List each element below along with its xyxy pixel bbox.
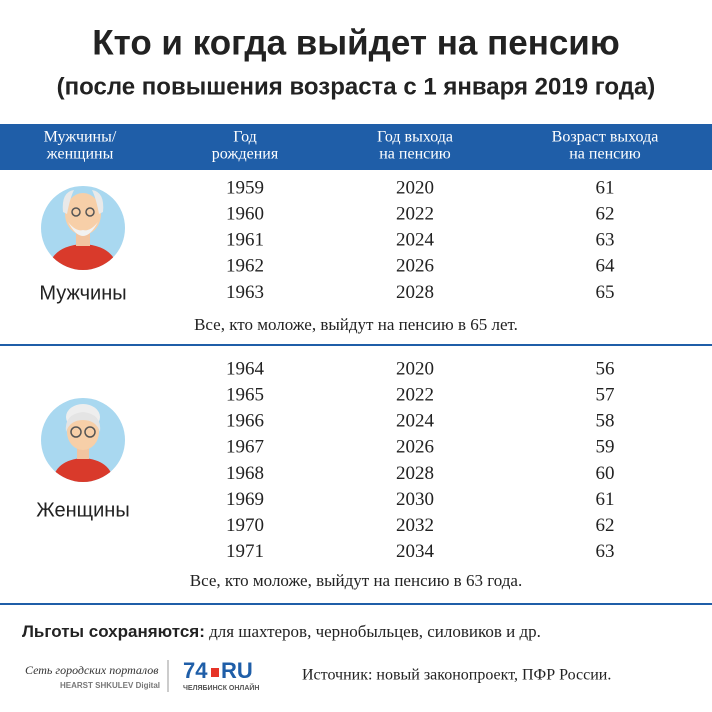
cell: 2030	[396, 489, 434, 510]
cell: 2026	[396, 256, 434, 277]
header-cell: Год	[233, 129, 257, 146]
cell: 1966	[226, 411, 264, 432]
cell: 61	[596, 177, 615, 198]
source: Источник: новый законопроект, ПФР России…	[302, 667, 611, 684]
woman-avatar	[41, 398, 125, 482]
cell: 61	[596, 489, 615, 510]
cell: 1964	[226, 358, 265, 379]
cell: 1967	[226, 437, 264, 458]
cell: 1963	[226, 282, 264, 303]
man-avatar	[41, 186, 125, 270]
benefits: Льготы сохраняются: для шахтеров, черноб…	[22, 622, 541, 642]
cell: 1968	[226, 463, 264, 484]
cell: 1962	[226, 256, 264, 277]
cell: 2032	[396, 515, 434, 536]
header-cell: женщины	[46, 146, 114, 163]
cell: 57	[596, 384, 615, 405]
cell: 1961	[226, 230, 264, 251]
network-name: Сеть городских порталов	[25, 663, 158, 677]
cell: 64	[596, 256, 616, 277]
cell: 2034	[396, 541, 435, 562]
cell: 59	[596, 437, 615, 458]
group-note: Все, кто моложе, выйдут на пенсию в 65 л…	[194, 315, 518, 334]
subtitle: (после повышения возраста с 1 января 201…	[57, 73, 656, 100]
cell: 2022	[396, 384, 434, 405]
group-label: Мужчины	[39, 282, 126, 304]
cell: 62	[596, 515, 615, 536]
cell: 58	[596, 411, 615, 432]
cell: 2024	[396, 411, 435, 432]
brand-dot	[211, 668, 219, 677]
brand-number: 74	[183, 658, 208, 683]
cell: 60	[596, 463, 615, 484]
cell: 2028	[396, 282, 434, 303]
benefits-text: для шахтеров, чернобыльцев, силовиков и …	[209, 622, 541, 641]
cell: 1969	[226, 489, 264, 510]
cell: 62	[596, 203, 615, 224]
header-cell: Год выхода	[377, 129, 453, 146]
group-note: Все, кто моложе, выйдут на пенсию в 63 г…	[190, 571, 522, 590]
header-cell: на пенсию	[379, 146, 451, 163]
cell: 63	[596, 230, 615, 251]
header-cell: Мужчины/	[44, 129, 117, 146]
cell: 1960	[226, 203, 264, 224]
cell: 1965	[226, 384, 264, 405]
header-band	[0, 124, 712, 170]
brand-city: ЧЕЛЯБИНСК ОНЛАЙН	[183, 683, 259, 692]
network-sub: HEARST SHKULEV Digital	[60, 681, 160, 690]
cell: 65	[596, 282, 615, 303]
cell: 1971	[226, 541, 264, 562]
title: Кто и когда выйдет на пенсию	[92, 23, 619, 62]
group-label: Женщины	[36, 499, 129, 521]
cell: 56	[596, 358, 615, 379]
cell: 2020	[396, 177, 434, 198]
cell: 1970	[226, 515, 264, 536]
cell: 2028	[396, 463, 434, 484]
header-cell: Возраст выхода	[552, 129, 659, 146]
cell: 2022	[396, 203, 434, 224]
header-cell: рождения	[212, 146, 279, 163]
benefits-label: Льготы сохраняются:	[22, 622, 205, 641]
cell: 2020	[396, 358, 434, 379]
brand-domain: RU	[221, 658, 253, 683]
cell: 63	[596, 541, 615, 562]
cell: 2026	[396, 437, 434, 458]
header-cell: на пенсию	[569, 146, 641, 163]
cell: 1959	[226, 177, 264, 198]
cell: 2024	[396, 230, 435, 251]
